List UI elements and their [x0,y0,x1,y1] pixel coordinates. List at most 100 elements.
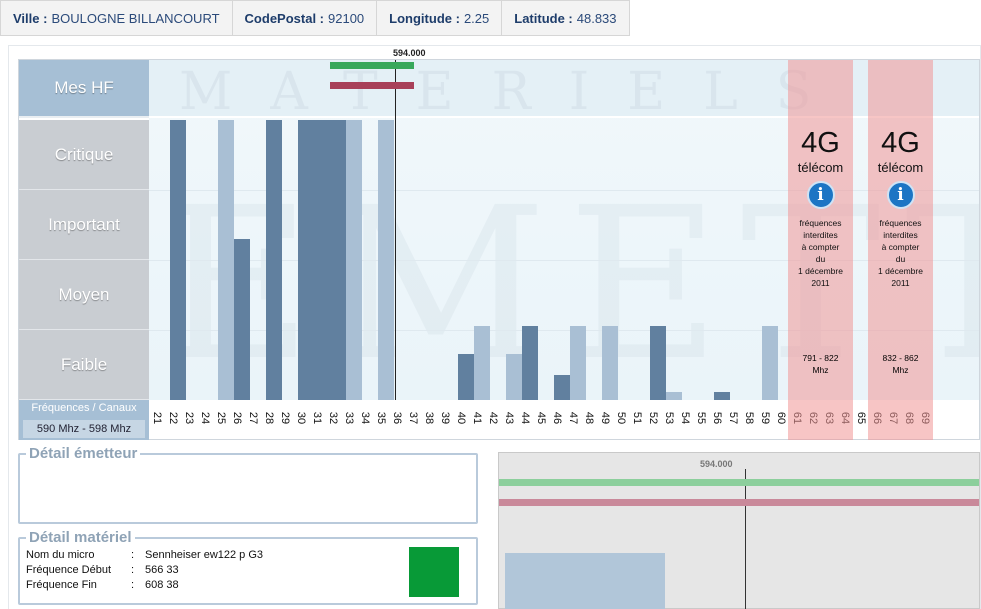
channel-label-60: 60 [775,411,787,425]
zoom-marker-label: 594.000 [700,459,733,469]
channel-label-41: 41 [471,411,483,425]
channel-bar-40[interactable] [458,354,474,400]
channel-label-30: 30 [295,411,307,425]
band-4g-2: 4G télécom i fréquences interdites à compter d… [868,60,933,440]
channel-bar-47[interactable] [570,326,586,400]
channel-bar-35[interactable] [378,120,394,400]
info-icon[interactable]: i [806,181,835,209]
grid-line [149,190,979,191]
row-label-moyen: Moyen [19,260,149,330]
postal-code-cell: CodePostal : 92100 [231,0,378,36]
detail-row-freq-debut: Fréquence Début:566 33 [26,564,179,576]
channel-bar-56[interactable] [714,392,730,400]
detail-row-freq-fin: Fréquence Fin:608 38 [26,579,179,591]
channel-label-31: 31 [311,411,323,425]
channel-label-22: 22 [167,411,179,425]
row-label-critique: Critique [19,120,149,190]
channel-label-27: 27 [247,411,259,425]
zoom-marker-line [745,469,746,609]
postal-code-label: CodePostal : [244,10,325,26]
detail-materiel-title: Détail matériel [26,529,135,546]
latitude-label: Latitude : [514,10,573,26]
channel-label-40: 40 [455,411,467,425]
channel-label-52: 52 [647,411,659,425]
zoom-channel-bar [505,553,665,609]
detail-key: Fréquence Fin [26,579,97,591]
channel-label-38: 38 [423,411,435,425]
channel-label-49: 49 [599,411,611,425]
zoom-hf-red-bar [499,499,979,506]
channel-bar-28[interactable] [266,120,282,400]
channel-label-21: 21 [151,411,163,425]
latitude-cell: Latitude : 48.833 [501,0,630,36]
row-label-mes-hf: Mes HF [19,60,149,118]
detail-emetteur-panel: Détail émetteur [18,445,478,524]
detail-key: Fréquence Début [26,564,111,576]
channel-label-54: 54 [679,411,691,425]
channel-label-28: 28 [263,411,275,425]
band-subtitle: télécom [877,160,924,175]
location-info-bar: Ville : BOULOGNE BILLANCOURT CodePostal … [0,0,630,36]
channel-bar-22[interactable] [170,120,186,400]
channel-bar-49[interactable] [602,326,618,400]
city-cell: Ville : BOULOGNE BILLANCOURT [0,0,233,36]
channel-bar-46[interactable] [554,375,570,400]
city-value: BOULOGNE BILLANCOURT [51,10,220,26]
band-frequency: 791 - 822 Mhz [802,353,839,375]
channel-label-59: 59 [759,411,771,425]
channel-axis: 21 22 23 24 25 26 27 28 29 30 31 32 33 34 35 36 37 38 39 40… [149,400,979,440]
channel-bar-41[interactable] [474,326,490,400]
longitude-label: Longitude : [389,10,460,26]
frequency-chart: Mes HF Critique Important Moyen Faible M… [18,48,980,440]
channel-bar-25[interactable] [218,120,234,400]
grid-line [149,330,979,331]
channel-label-43: 43 [503,411,515,425]
channel-label-51: 51 [631,411,643,425]
frequency-marker-label: 594.000 [393,48,426,58]
channel-bar-43[interactable] [506,354,522,400]
latitude-value: 48.833 [576,10,617,26]
info-icon[interactable]: i [886,181,915,209]
band-title: 4G [801,127,840,159]
channel-label-57: 57 [727,411,739,425]
channel-label-35: 35 [375,411,387,425]
channel-label-46: 46 [551,411,563,425]
detail-materiel-panel: Détail matériel Nom du micro: Sennheiser … [18,529,478,605]
channel-label-34: 34 [359,411,371,425]
channel-bar-52[interactable] [650,326,666,400]
frequency-range-label: 590 Mhz - 598 Mhz [23,420,145,438]
channel-label-45: 45 [535,411,547,425]
channel-bar-30[interactable] [298,120,314,400]
hf-green-bar[interactable] [330,62,414,69]
channel-bar-53[interactable] [666,392,682,400]
band-note: fréquences interdites à compter du 1 décembr… [878,218,923,288]
longitude-value: 2.25 [463,10,490,26]
frequency-channels-label: Fréquences / Canaux [31,402,137,414]
level-labels: Mes HF Critique Important Moyen Faible [19,60,149,400]
channel-bar-32[interactable] [330,120,346,400]
channel-label-56: 56 [711,411,723,425]
band-title: 4G [881,127,920,159]
plot-area: MATERIELS EMETTEURS [149,60,979,400]
channel-bar-31[interactable] [314,120,330,400]
channel-label-47: 47 [567,411,579,425]
channel-bar-59[interactable] [762,326,778,400]
detail-key: Nom du micro [26,549,95,561]
channel-bar-26[interactable] [234,239,250,400]
channel-label-44: 44 [519,411,531,425]
detail-value: 608 38 [145,579,179,591]
watermark-materiels: MATERIELS [179,62,850,122]
channel-label-26: 26 [231,411,243,425]
channel-bar-33[interactable] [346,120,362,400]
detail-value: 566 33 [145,564,179,576]
postal-code-value: 92100 [328,10,365,26]
channel-label-24: 24 [199,411,211,425]
channel-label-48: 48 [583,411,595,425]
hf-red-bar[interactable] [330,82,414,89]
band-subtitle: télécom [797,160,844,175]
detail-emetteur-title: Détail émetteur [26,445,141,462]
channel-label-23: 23 [183,411,195,425]
material-color-swatch [409,547,459,597]
channel-bar-44[interactable] [522,326,538,400]
